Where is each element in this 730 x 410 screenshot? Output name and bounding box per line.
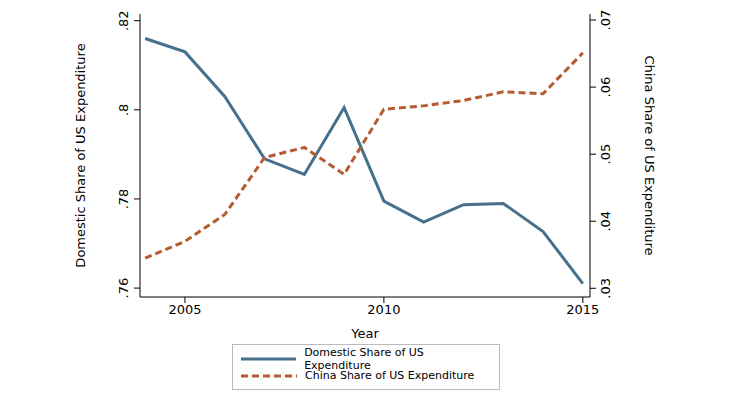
- svg-text:.07: .07: [598, 10, 613, 31]
- html-text:Domestic Share of US Expenditu: Domestic Share of US Expenditure: [304, 345, 424, 372]
- svg-text:.8: .8: [116, 104, 131, 116]
- svg-text:2015: 2015: [566, 302, 599, 317]
- svg-text:2005: 2005: [168, 302, 201, 317]
- svg-text:.78: .78: [116, 189, 131, 210]
- svg-text:.06: .06: [598, 77, 613, 98]
- html-text:China Share of US Expenditure: China Share of US Expenditure: [305, 369, 475, 382]
- svg-text:Year: Year: [350, 326, 379, 340]
- svg-text:.03: .03: [598, 278, 613, 299]
- svg-text:.05: .05: [598, 144, 613, 165]
- svg-text:.04: .04: [598, 211, 613, 232]
- svg-text:China Share of US Expenditure: China Share of US Expenditure: [642, 55, 657, 255]
- svg-text:Domestic Share of US Expenditu: Domestic Share of US Expenditure: [73, 43, 88, 267]
- svg-text:.76: .76: [116, 278, 131, 299]
- svg-text:.82: .82: [116, 10, 131, 31]
- svg-text:2010: 2010: [367, 302, 400, 317]
